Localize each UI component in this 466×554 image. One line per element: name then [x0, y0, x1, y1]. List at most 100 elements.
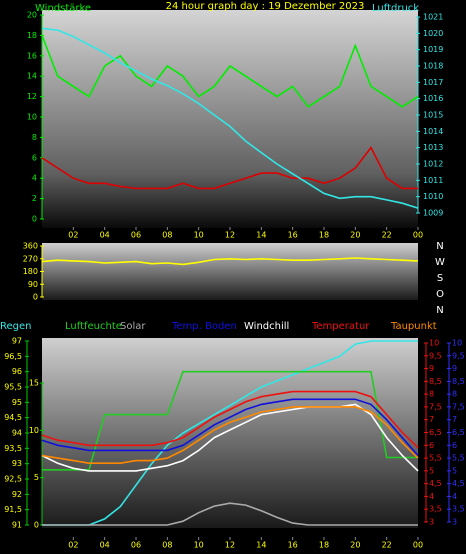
y-tick-label: 1020: [423, 29, 443, 38]
y-tick-label: 0: [33, 293, 38, 302]
y-tick-label: 91: [12, 521, 22, 530]
direction-label: N: [436, 241, 443, 252]
legend-label: Luftdruck: [372, 3, 419, 14]
series-line: [41, 146, 418, 190]
y-tick-label: 5,5: [429, 454, 442, 463]
x-tick-label: 22: [382, 231, 392, 240]
plot-area: [42, 338, 418, 528]
y-tick-label: 4,5: [452, 479, 465, 488]
y-tick-label: 10: [29, 426, 39, 435]
x-tick-label: 04: [100, 231, 110, 240]
y-tick-label: 6: [32, 153, 37, 162]
x-tick-label: 14: [256, 231, 266, 240]
x-tick-label: 02: [68, 541, 78, 550]
series-line: [41, 398, 419, 457]
y-tick-label: 3: [452, 518, 457, 527]
series-line: [41, 27, 419, 209]
y-tick-label: 5: [34, 473, 39, 482]
y-tick-label: 270: [23, 254, 38, 263]
y-tick-label: 92,5: [4, 475, 22, 484]
y-tick-label: 93: [12, 459, 22, 468]
series-line: [42, 340, 418, 526]
plot-area: [42, 243, 418, 300]
legend-label: Temperatur: [311, 321, 370, 332]
x-tick-label: 18: [319, 541, 329, 550]
y-tick-label: 8: [452, 390, 457, 399]
y-tick-label: 3: [429, 518, 434, 527]
y-tick-label: 1019: [423, 45, 443, 54]
y-tick-label: 1011: [423, 176, 443, 185]
y-tick-label: 1009: [423, 209, 443, 218]
y-tick-label: 18: [27, 31, 37, 40]
x-tick-label: 14: [256, 541, 266, 550]
legend-label: Windstärke: [35, 3, 91, 14]
y-tick-label: 92: [12, 490, 22, 499]
legend-label: Taupunkt: [390, 321, 437, 332]
series-line: [41, 403, 419, 472]
x-tick-label: 16: [288, 231, 298, 240]
y-tick-label: 12: [27, 92, 37, 101]
y-tick-label: 7: [429, 415, 434, 424]
y-tick-label: 180: [23, 267, 38, 276]
y-tick-label: 7: [452, 415, 457, 424]
y-tick-label: 360: [23, 242, 38, 251]
legend-label: Luftfeuchte: [65, 321, 122, 332]
y-tick-label: 20: [27, 11, 37, 20]
plot-area: [42, 10, 418, 228]
x-tick-label: 20: [350, 541, 360, 550]
y-tick-label: 9,5: [452, 351, 465, 360]
direction-label: O: [436, 289, 444, 300]
y-tick-label: 9: [452, 364, 457, 373]
x-tick-label: 18: [319, 231, 329, 240]
x-tick-label: 08: [162, 541, 172, 550]
series-line: [42, 502, 418, 526]
chart-title: 24 hour graph day : 19 Dezember 2023: [166, 1, 365, 12]
y-tick-label: 96,5: [4, 352, 22, 361]
x-tick-label: 02: [68, 231, 78, 240]
y-tick-label: 8,5: [429, 377, 442, 386]
series-line: [41, 390, 419, 449]
y-tick-label: 1012: [423, 160, 443, 169]
y-tick-label: 6: [429, 441, 434, 450]
y-tick-label: 10: [27, 113, 37, 122]
y-tick-label: 10: [452, 339, 462, 348]
legend-label: Regen: [0, 321, 32, 332]
x-tick-label: 12: [225, 541, 235, 550]
x-tick-label: 08: [162, 231, 172, 240]
x-tick-label: 10: [194, 541, 204, 550]
legend-label: Windchill: [244, 321, 289, 332]
y-tick-label: 1018: [423, 62, 443, 71]
y-tick-label: 7,5: [452, 402, 465, 411]
x-tick-label: 04: [100, 541, 110, 550]
y-tick-label: 95: [12, 398, 22, 407]
y-tick-label: 95,5: [4, 383, 22, 392]
y-tick-label: 9: [429, 364, 434, 373]
y-tick-label: 94: [12, 429, 22, 438]
x-tick-label: 16: [288, 541, 298, 550]
y-tick-label: 4: [452, 492, 457, 501]
x-tick-label: 00: [413, 231, 423, 240]
y-tick-label: 2: [32, 194, 37, 203]
legend-label: Solar: [120, 321, 146, 332]
y-tick-label: 90: [28, 280, 38, 289]
y-tick-label: 1013: [423, 143, 443, 152]
y-tick-label: 97: [12, 337, 22, 346]
y-tick-label: 96: [12, 367, 22, 376]
x-tick-label: 22: [382, 541, 392, 550]
y-tick-label: 4,5: [429, 479, 442, 488]
x-tick-label: 06: [131, 541, 141, 550]
y-tick-label: 6,5: [452, 428, 465, 437]
y-tick-label: 1017: [423, 78, 443, 87]
y-tick-label: 91,5: [4, 505, 22, 514]
y-tick-label: 4: [32, 174, 37, 183]
series-line: [41, 257, 419, 266]
y-tick-label: 7,5: [429, 402, 442, 411]
series-line: [41, 406, 419, 464]
y-tick-label: 1016: [423, 94, 443, 103]
direction-label: N: [436, 305, 443, 316]
y-tick-label: 3,5: [452, 505, 465, 514]
y-tick-label: 5,5: [452, 454, 465, 463]
y-tick-label: 15: [29, 379, 39, 388]
y-tick-label: 1021: [423, 13, 443, 22]
y-tick-label: 8: [429, 390, 434, 399]
